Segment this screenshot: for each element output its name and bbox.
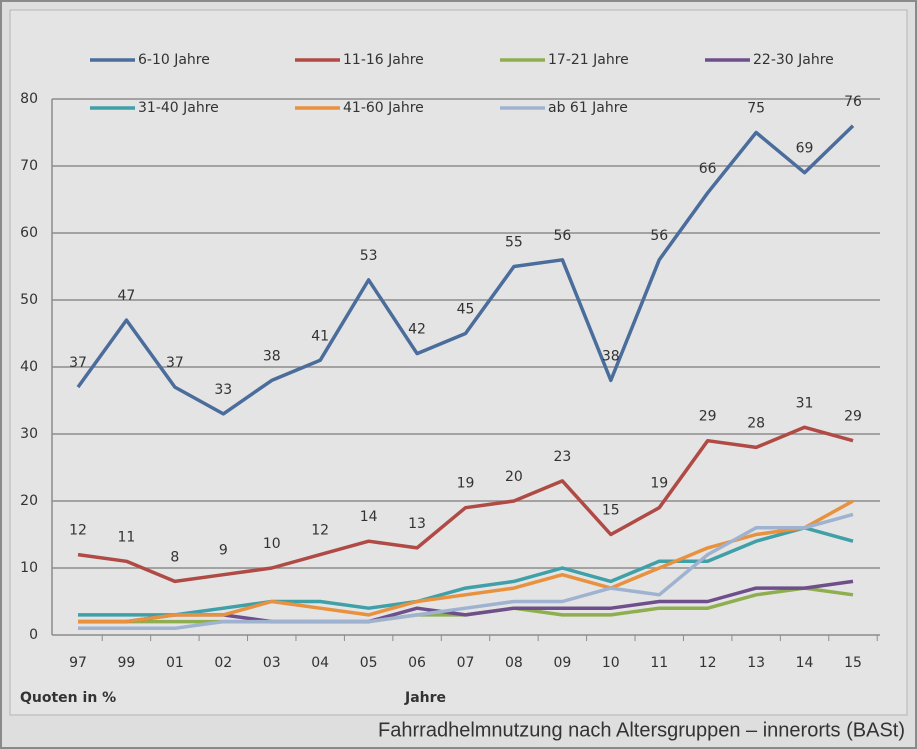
data-label: 10	[263, 536, 281, 552]
data-label: 19	[650, 476, 668, 492]
y-tick-label: 30	[20, 426, 38, 442]
data-label: 8	[170, 549, 179, 565]
x-tick-label: 99	[118, 655, 136, 671]
y-tick-label: 10	[20, 560, 38, 576]
x-tick-label: 07	[457, 655, 475, 671]
data-label: 69	[796, 141, 814, 157]
series-line	[78, 512, 854, 631]
x-tick-label: 11	[650, 655, 668, 671]
y-tick-label: 0	[29, 627, 38, 643]
data-label: 37	[166, 355, 184, 371]
data-label: 45	[457, 302, 475, 318]
data-label: 15	[602, 503, 620, 519]
x-tick-label: 03	[263, 655, 281, 671]
data-label: 20	[505, 469, 523, 485]
legend-label: 17-21 Jahre	[548, 52, 629, 68]
data-label: 33	[214, 382, 232, 398]
data-label: 47	[118, 288, 136, 304]
x-tick-label: 06	[408, 655, 426, 671]
legend-label: 6-10 Jahre	[138, 52, 210, 68]
data-label: 76	[844, 94, 862, 110]
series-line	[76, 124, 855, 416]
legend-label: 11-16 Jahre	[343, 52, 424, 68]
data-label: 55	[505, 235, 523, 251]
data-label: 28	[747, 415, 765, 431]
x-tick-label: 02	[214, 655, 232, 671]
data-label: 11	[118, 529, 136, 545]
x-tick-label: 05	[360, 655, 378, 671]
y-tick-label: 50	[20, 292, 38, 308]
legend-label: 31-40 Jahre	[138, 100, 219, 116]
y-axis-label: Quoten in %	[20, 690, 116, 706]
y-tick-label: 70	[20, 158, 38, 174]
series-line	[77, 425, 854, 584]
x-tick-label: 08	[505, 655, 523, 671]
y-tick-label: 40	[20, 359, 38, 375]
data-label: 56	[650, 228, 668, 244]
x-tick-label: 12	[699, 655, 717, 671]
y-tick-label: 20	[20, 493, 38, 509]
data-label: 12	[311, 523, 329, 539]
legend-label: 22-30 Jahre	[753, 52, 834, 68]
x-tick-label: 01	[166, 655, 184, 671]
data-label: 9	[219, 543, 228, 559]
data-label: 29	[699, 409, 717, 425]
caption: Fahrradhelmnutzung nach Altersgruppen – …	[378, 719, 905, 741]
data-label: 23	[553, 449, 571, 465]
x-tick-label: 97	[69, 655, 87, 671]
x-tick-label: 04	[311, 655, 329, 671]
data-label: 31	[796, 395, 814, 411]
data-label: 41	[311, 328, 329, 344]
data-label: 56	[553, 228, 571, 244]
x-tick-label: 14	[796, 655, 814, 671]
data-label: 53	[360, 248, 378, 264]
y-tick-label: 80	[20, 91, 38, 107]
data-label: 66	[699, 161, 717, 177]
data-label: 14	[360, 509, 378, 525]
data-label: 19	[457, 476, 475, 492]
x-tick-label: 13	[747, 655, 765, 671]
data-label: 12	[69, 523, 87, 539]
data-label: 42	[408, 322, 426, 338]
data-label: 29	[844, 409, 862, 425]
data-label: 75	[747, 101, 765, 117]
data-label: 37	[69, 355, 87, 371]
legend-label: 41-60 Jahre	[343, 100, 424, 116]
x-tick-label: 09	[553, 655, 571, 671]
data-label: 38	[602, 348, 620, 364]
legend-label: ab 61 Jahre	[548, 100, 628, 116]
x-tick-label: 10	[602, 655, 620, 671]
y-tick-label: 60	[20, 225, 38, 241]
series-line	[78, 526, 854, 617]
data-label: 38	[263, 348, 281, 364]
x-tick-label: 15	[844, 655, 862, 671]
data-label: 13	[408, 516, 426, 532]
series-line	[78, 499, 854, 624]
x-axis-label: Jahre	[404, 690, 446, 706]
